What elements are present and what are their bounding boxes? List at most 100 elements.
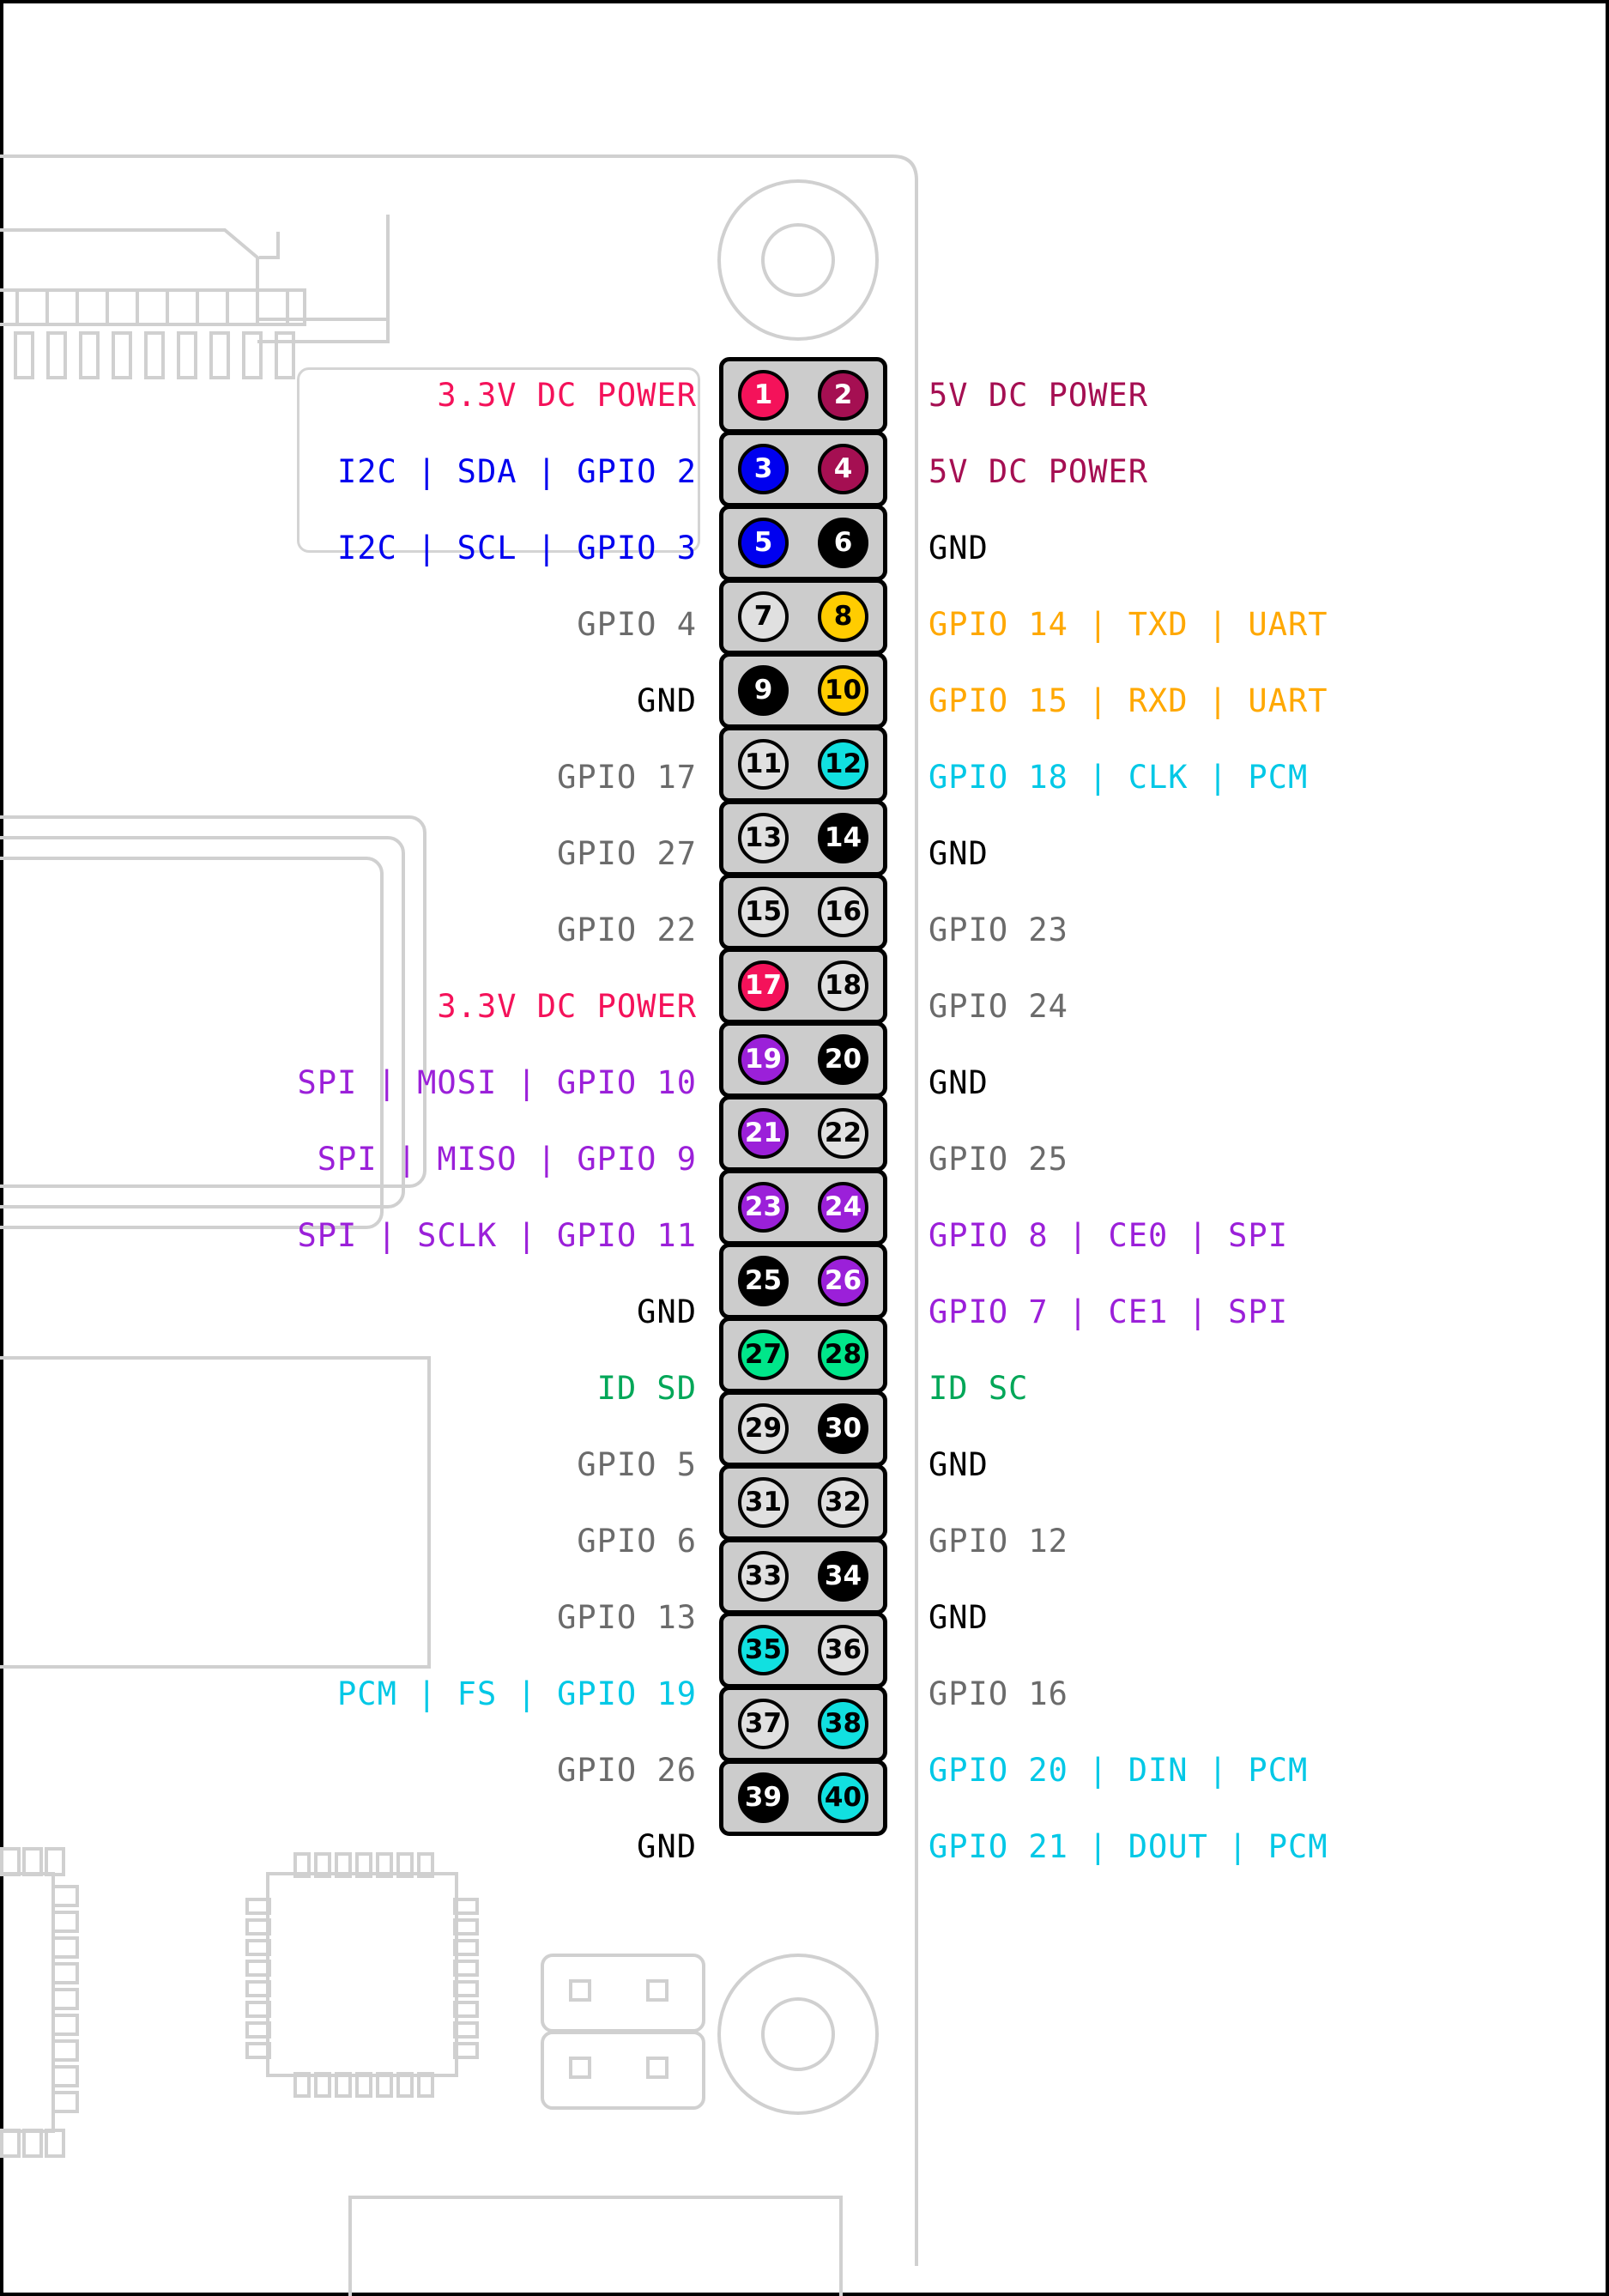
pin-23[interactable]: 23 [738,1182,789,1233]
pin-row: GPIO 6 GPIO 12 [0,1503,1609,1579]
label-pin-27: ID SD [596,1370,697,1407]
power-i2c-callout-box [297,367,700,553]
pin-33[interactable]: 33 [738,1551,789,1602]
label-pin-5: I2C | SCL | GPIO 3 [337,530,697,566]
pin-28[interactable]: 28 [818,1330,868,1380]
pin-22[interactable]: 22 [818,1108,868,1159]
label-pin-14: GND [929,835,989,872]
pin-row: 3.3V DC POWER 5V DC POWER [0,357,1609,433]
label-pin-6: GND [929,530,989,566]
pin-8[interactable]: 8 [818,591,868,642]
label-pin-19: SPI | MOSI | GPIO 10 [297,1064,697,1101]
pin-7[interactable]: 7 [738,591,789,642]
pin-5[interactable]: 5 [738,518,789,568]
pin-row: I2C | SCL | GPIO 3 GND [0,510,1609,586]
pin-pair[interactable]: 29 30 [719,1390,887,1467]
label-pin-32: GPIO 12 [929,1523,1068,1560]
label-pin-30: GND [929,1446,989,1483]
pin-pair[interactable]: 9 10 [719,652,887,729]
pin-pair[interactable]: 15 16 [719,874,887,950]
label-pin-13: GPIO 27 [557,835,697,872]
pin-15[interactable]: 15 [738,887,789,937]
pin-pair[interactable]: 37 38 [719,1686,887,1762]
pin-pair[interactable]: 19 20 [719,1021,887,1098]
pin-11[interactable]: 11 [738,739,789,790]
pin-34[interactable]: 34 [818,1551,868,1602]
label-pin-31: GPIO 6 [577,1523,697,1560]
pin-row: GPIO 26 GPIO 20 | DIN | PCM [0,1732,1609,1808]
pin-pair[interactable]: 35 36 [719,1612,887,1688]
pin-14[interactable]: 14 [818,813,868,863]
pin-pair[interactable]: 11 12 [719,726,887,803]
label-pin-37: GPIO 26 [557,1752,697,1789]
pin-row: PCM | FS | GPIO 19 GPIO 16 [0,1656,1609,1732]
label-pin-26: GPIO 7 | CE1 | SPI [929,1293,1288,1330]
pin-21[interactable]: 21 [738,1108,789,1159]
pin-27[interactable]: 27 [738,1330,789,1380]
label-pin-25: GND [637,1293,697,1330]
pin-19[interactable]: 19 [738,1034,789,1085]
pin-9[interactable]: 9 [738,665,789,716]
pin-2[interactable]: 2 [818,370,868,421]
pin-3[interactable]: 3 [738,444,789,494]
label-pin-33: GPIO 13 [557,1599,697,1636]
pin-row: SPI | MOSI | GPIO 10 GND [0,1045,1609,1121]
pin-40[interactable]: 40 [818,1772,868,1823]
label-pin-8: GPIO 14 | TXD | UART [929,606,1328,643]
label-pin-7: GPIO 4 [577,606,697,643]
pin-20[interactable]: 20 [818,1034,868,1085]
pin-25[interactable]: 25 [738,1256,789,1306]
label-pin-15: GPIO 22 [557,912,697,948]
pin-10[interactable]: 10 [818,665,868,716]
pin-row: GND GPIO 15 | RXD | UART [0,663,1609,739]
label-pin-22: GPIO 25 [929,1141,1068,1178]
pin-12[interactable]: 12 [818,739,868,790]
pin-24[interactable]: 24 [818,1182,868,1233]
label-pin-24: GPIO 8 | CE0 | SPI [929,1217,1288,1254]
pin-4[interactable]: 4 [818,444,868,494]
pin-18[interactable]: 18 [818,960,868,1011]
label-pin-18: GPIO 24 [929,988,1068,1025]
gpio-header: 1 2 3 4 5 6 7 8 9 10 11 12 13 14 15 16 17 18 19 20 21 22 23 24 2… [719,357,887,1836]
pin-row: ID SD ID SC [0,1350,1609,1427]
pin-1[interactable]: 1 [738,370,789,421]
pin-17[interactable]: 17 [738,960,789,1011]
pin-pair[interactable]: 31 32 [719,1464,887,1541]
pin-30[interactable]: 30 [818,1403,868,1454]
pin-pair[interactable]: 27 28 [719,1317,887,1393]
pin-pair[interactable]: 17 18 [719,948,887,1024]
pin-38[interactable]: 38 [818,1699,868,1749]
label-pin-40: GPIO 21 | DOUT | PCM [929,1828,1328,1865]
pin-pair[interactable]: 13 14 [719,800,887,876]
pin-29[interactable]: 29 [738,1403,789,1454]
label-pin-1: 3.3V DC POWER [437,377,697,414]
pin-row: GPIO 13 GND [0,1579,1609,1656]
pin-39[interactable]: 39 [738,1772,789,1823]
pin-pair[interactable]: 21 22 [719,1095,887,1172]
pin-16[interactable]: 16 [818,887,868,937]
pin-36[interactable]: 36 [818,1625,868,1675]
label-pin-12: GPIO 18 | CLK | PCM [929,759,1309,796]
pin-row: GPIO 22 GPIO 23 [0,892,1609,968]
pin-13[interactable]: 13 [738,813,789,863]
label-pin-38: GPIO 20 | DIN | PCM [929,1752,1309,1789]
label-pin-35: PCM | FS | GPIO 19 [337,1675,697,1712]
pin-pair[interactable]: 33 34 [719,1538,887,1614]
pin-row: I2C | SDA | GPIO 2 5V DC POWER [0,433,1609,510]
pin-32[interactable]: 32 [818,1477,868,1528]
pin-6[interactable]: 6 [818,518,868,568]
pin-label-rows: 3.3V DC POWER 5V DC POWER I2C | SDA | GPIO… [0,357,1609,1885]
pin-pair[interactable]: 25 26 [719,1243,887,1319]
pin-26[interactable]: 26 [818,1256,868,1306]
pin-row: GPIO 5 GND [0,1427,1609,1503]
pin-pair[interactable]: 39 40 [719,1760,887,1836]
pin-35[interactable]: 35 [738,1625,789,1675]
pin-31[interactable]: 31 [738,1477,789,1528]
pin-pair[interactable]: 23 24 [719,1169,887,1245]
pin-37[interactable]: 37 [738,1699,789,1749]
label-pin-10: GPIO 15 | RXD | UART [929,682,1328,719]
